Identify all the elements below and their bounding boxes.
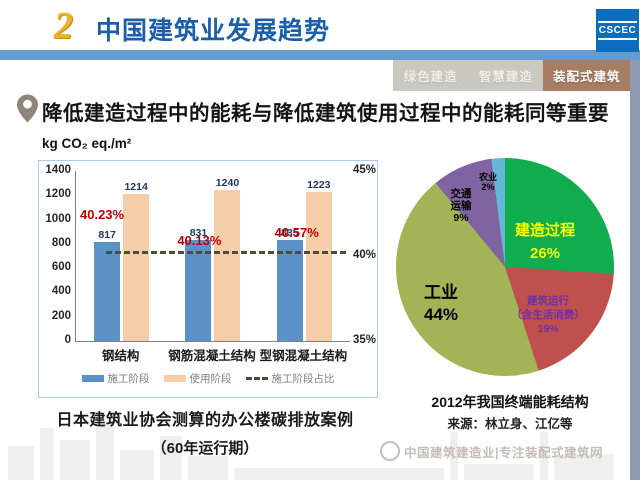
skyline-building [40,428,54,480]
y-tick: 1000 [45,213,71,225]
right-edge-strip [630,60,640,480]
y-tick: 0 [64,334,71,346]
legend-swatch [163,375,186,382]
watermark-text: 中国建筑建造业|专注装配式建筑网 [404,445,603,460]
tab-smart-construction[interactable]: 智慧建造 [478,70,533,84]
bar-chart-box: 0 200 400 600 800 1000 1200 1400 45% 40% 35% 40.2… [38,160,378,398]
bar-value-label: 831 [189,227,208,239]
plot-area: 40.23% 817 1214 40.13% 831 1240 40.57% 835 1223 [75,171,350,342]
bar [276,240,303,341]
bar [185,240,212,341]
y-tick: 200 [51,310,71,322]
secondary-y-tick: 45% [353,164,377,176]
bar-group: 40.23% 817 1214 [76,171,167,341]
bar-chart: kg CO₂ eq./m² 0 200 400 600 800 1000 1200 1400 … [28,136,380,402]
bar [123,194,150,341]
pie-slice-label: 建筑运行 （含生活消费） 19% [511,295,585,336]
bar [305,192,332,341]
legend-swatch [245,377,268,380]
cscec-logo-text: CSCEC [597,21,638,40]
legend-item: 施工阶段占比 [245,371,335,386]
legend-item: 使用阶段 [163,371,232,386]
pie-slice-label: 交通 运输 9% [450,188,472,225]
x-axis-labels: 钢结构 钢筋混凝土结构 型钢混凝土结构 [75,345,349,364]
skyline-building [554,454,614,480]
y-tick: 1200 [45,188,71,200]
secondary-y-tick: 35% [353,334,377,346]
skyline-building [160,436,182,480]
section-number: 2 [54,5,73,47]
site-watermark: 中国建筑建造业|专注装配式建筑网 [380,441,632,461]
y-tick: 400 [51,285,71,297]
chart-legend: 施工阶段 使用阶段 施工阶段占比 [39,371,377,386]
heading-row: 降低建造过程中的能耗与降低建筑使用过程中的能耗同等重要 [0,92,630,128]
legend-label: 施工阶段 [107,373,150,385]
caption-line-1: 日本建筑业协会测算的办公楼碳排放案例 [56,412,354,429]
skyline-watermark [0,416,630,480]
bar-value-label: 817 [98,229,116,241]
caption-line-2: （60年运行期） [151,440,259,457]
legend-swatch [81,375,104,382]
y-tick: 600 [51,261,71,273]
bar-chart-caption: 日本建筑业协会测算的办公楼碳排放案例 （60年运行期） [28,406,382,458]
y-tick: 800 [51,237,71,249]
legend-item: 施工阶段 [81,371,150,386]
x-category-label: 钢结构 [101,349,140,363]
tab-green-construction[interactable]: 绿色建造 [403,70,458,84]
skyline-bridge-tower [540,432,548,480]
pie-slice-label: 建造过程 26% [514,222,575,262]
pie-circle [396,158,614,376]
skyline-deck [234,468,444,480]
skyline-building [120,450,154,480]
page-title: 中国建筑业发展趋势 [96,17,331,45]
skyline-bridge-tower [450,432,458,480]
secondary-y-tick: 40% [353,249,377,261]
skyline-building [60,440,90,480]
bar-value-label: 1240 [215,177,240,189]
pie-slice-label: 农业 2% [478,172,497,193]
pie-slice-label: 工业 44% [423,283,459,325]
header-divider-band [0,50,640,60]
location-pin-icon [17,94,38,123]
legend-label: 施工阶段占比 [271,373,335,385]
y-axis-unit-label: kg CO₂ eq./m² [42,136,132,151]
y-tick: 1400 [45,164,71,176]
pct-label: 40.57% [274,225,319,240]
skyline-building [188,456,228,480]
cscec-logo: CSCEC [596,9,639,52]
legend-label: 使用阶段 [189,373,232,385]
x-category-label: 型钢混凝土结构 [259,349,348,363]
slide-heading: 降低建造过程中的能耗与降低建筑使用过程中的能耗同等重要 [42,102,609,125]
bar-group: 40.57% 835 1223 [259,171,350,341]
pie-chart: 建造过程 26% 建筑运行 （含生活消费） 19% 工业 44% 交通 运输 9% 农业 2% [396,158,614,376]
skyline-building [96,422,114,480]
bar-value-label: 1223 [307,179,331,191]
tab-prefabricated-building[interactable]: 装配式建筑 [543,60,630,91]
ratio-dashed-line [106,251,346,254]
bar-value-label: 835 [281,227,299,239]
tab-bar: 绿色建造 智慧建造 装配式建筑 [393,60,630,91]
skyline-bridge-deck [464,464,534,480]
pie-chart-source: 来源：林立身、江亿等 [447,417,573,431]
skyline-building [8,446,34,480]
pie-chart-title: 2012年我国终端能耗结构 [431,394,589,410]
x-category-label: 钢筋混凝土结构 [168,349,256,363]
watermark-logo-icon [380,441,400,461]
bar-value-label: 1214 [124,181,148,193]
pct-label: 40.13% [177,233,222,248]
header: 2 中国建筑业发展趋势 CSCEC [0,0,640,52]
bar [214,190,241,341]
bar [94,242,121,341]
bar-group: 40.13% 831 1240 [167,171,258,341]
pct-label: 40.23% [80,207,125,222]
